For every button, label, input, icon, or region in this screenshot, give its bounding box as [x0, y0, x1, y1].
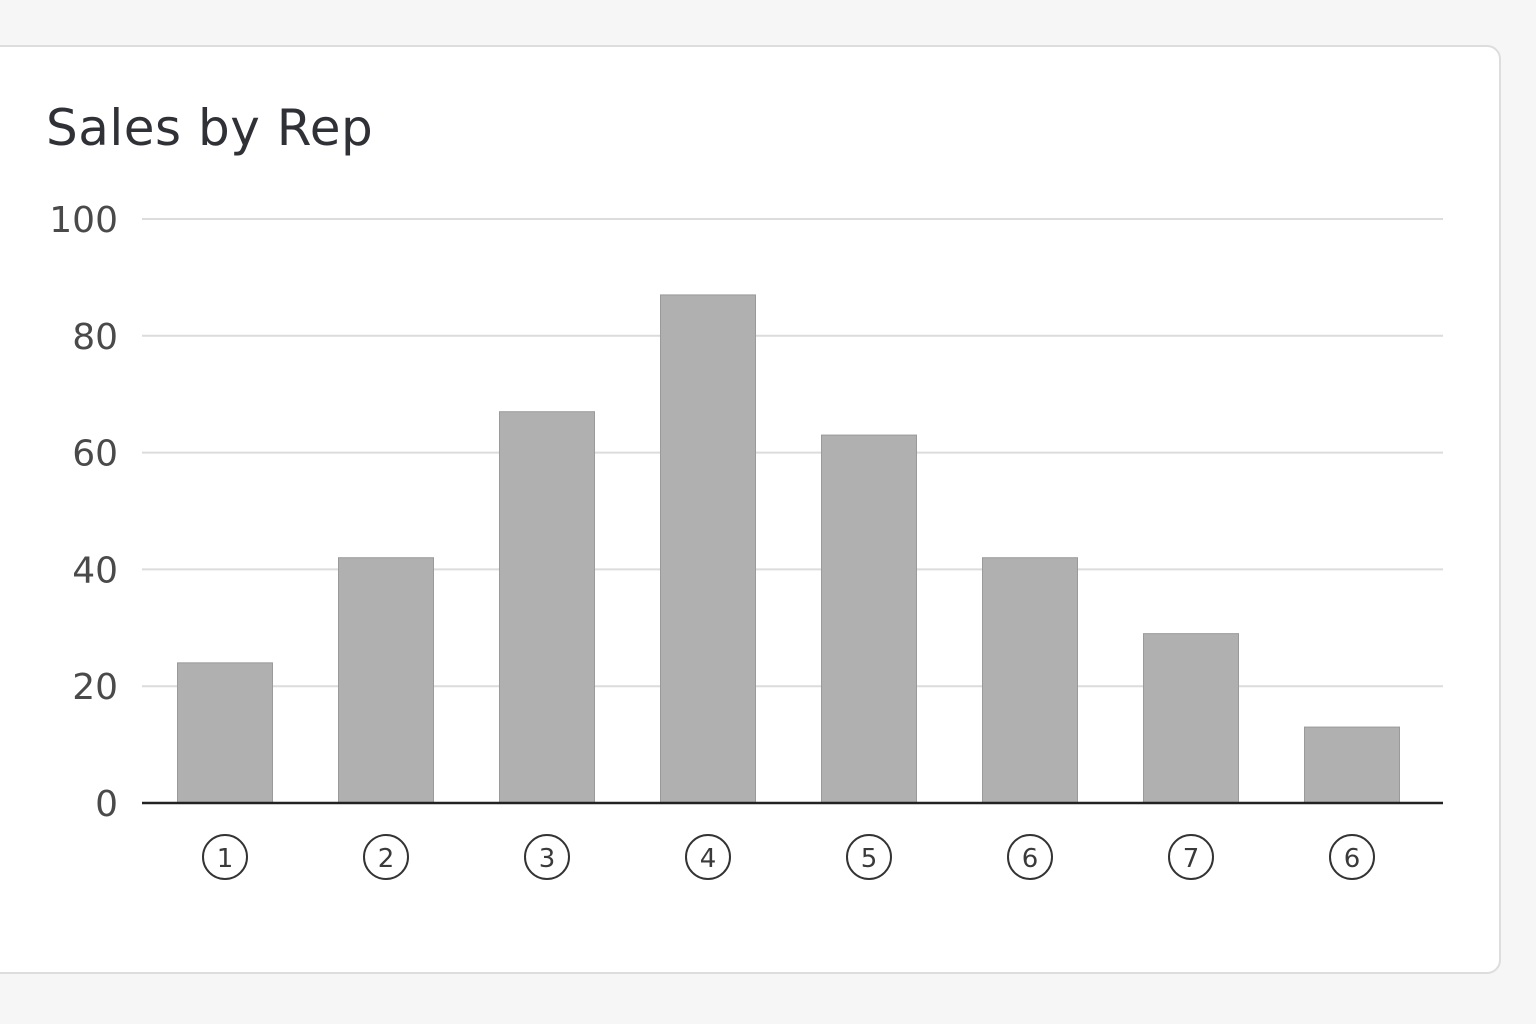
category-circle	[363, 834, 409, 880]
chart-title: Sales by Rep	[46, 99, 374, 157]
category-circle	[1329, 834, 1375, 880]
y-tick-label: 0	[95, 784, 118, 825]
category-circle	[1007, 834, 1053, 880]
category-number: 6	[1344, 844, 1361, 874]
category-circle	[1168, 834, 1214, 880]
category-number: 2	[378, 844, 395, 874]
bar	[338, 557, 434, 804]
category-circle	[524, 834, 570, 880]
gridlines	[142, 218, 1443, 688]
category-number: 7	[1183, 844, 1200, 874]
category-circle	[202, 834, 248, 880]
category-number: 4	[700, 844, 717, 874]
category-circle	[685, 834, 731, 880]
bar	[821, 434, 917, 804]
y-tick-label: 20	[72, 667, 118, 708]
category-number: 6	[1022, 844, 1039, 874]
bar	[177, 662, 273, 804]
bar	[1304, 726, 1400, 804]
category-circle	[846, 834, 892, 880]
bars	[177, 294, 1400, 804]
x-axis-labels: 1 2 3 4 5 6 7 6	[202, 834, 1375, 880]
x-category-label: 1	[202, 834, 248, 880]
x-category-label: 6	[1329, 834, 1375, 880]
x-category-label: 4	[685, 834, 731, 880]
x-category-label: 5	[846, 834, 892, 880]
x-category-label: 7	[1168, 834, 1214, 880]
x-category-label: 3	[524, 834, 570, 880]
y-axis-ticks: 0 20 40 60 80 100	[49, 200, 118, 825]
bar	[499, 411, 595, 804]
category-number: 1	[217, 844, 234, 874]
bar	[982, 557, 1078, 804]
x-category-label: 6	[1007, 834, 1053, 880]
y-tick-label: 80	[72, 317, 118, 358]
y-tick-label: 40	[72, 550, 118, 591]
y-tick-label: 100	[49, 200, 118, 241]
category-number: 5	[861, 844, 878, 874]
x-category-label: 2	[363, 834, 409, 880]
category-number: 3	[539, 844, 556, 874]
bar	[1143, 633, 1239, 804]
bar	[660, 294, 756, 804]
y-tick-label: 60	[72, 434, 118, 475]
